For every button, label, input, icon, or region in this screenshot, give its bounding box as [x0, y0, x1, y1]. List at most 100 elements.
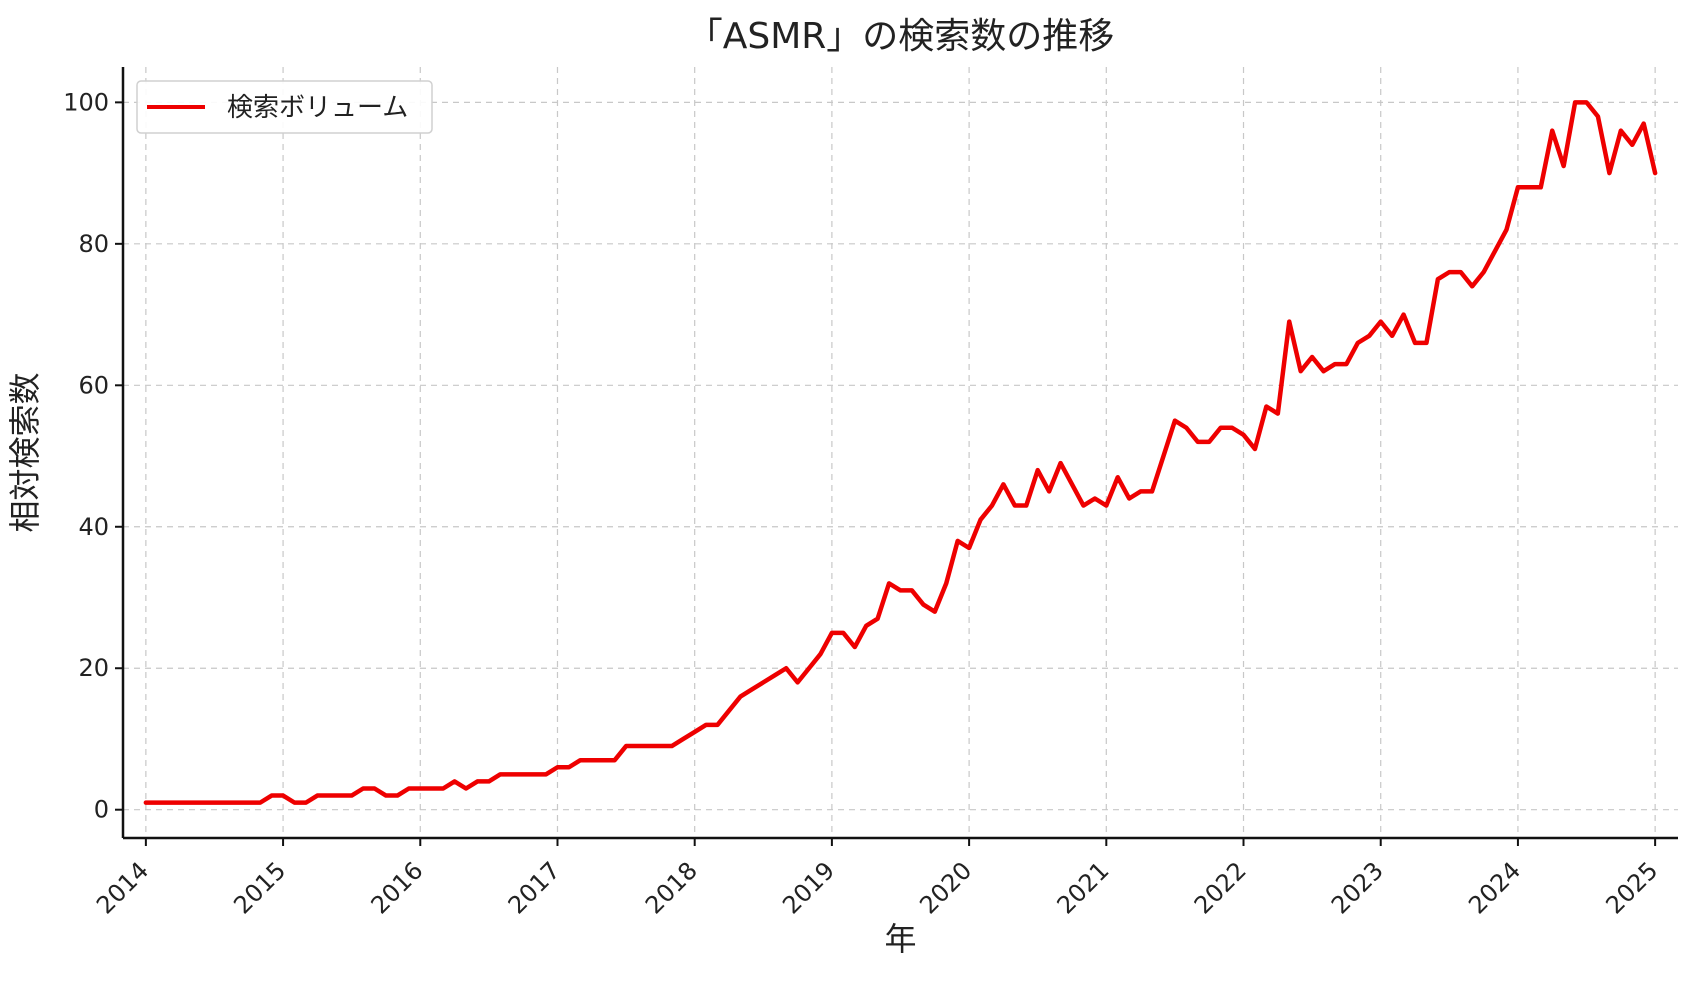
data-point	[212, 801, 216, 805]
data-point	[1527, 185, 1531, 189]
data-point	[1482, 270, 1486, 274]
data-point	[796, 680, 800, 684]
data-point	[1367, 334, 1371, 338]
data-point	[1379, 320, 1383, 324]
data-point	[1139, 489, 1143, 493]
data-point	[498, 772, 502, 776]
data-point	[258, 801, 262, 805]
data-point	[190, 801, 194, 805]
data-point	[430, 786, 434, 790]
tick-layer: 0 20 40 60 80 100 2014 2015 2016 2017 2018 2019 2020…	[63, 88, 1663, 919]
data-point	[727, 709, 731, 713]
data-point	[144, 801, 148, 805]
x-tick-label: 2019	[777, 856, 840, 919]
data-point	[201, 801, 205, 805]
data-point	[1390, 334, 1394, 338]
data-point	[899, 588, 903, 592]
data-point	[464, 786, 468, 790]
data-point	[1196, 440, 1200, 444]
data-point	[1116, 475, 1120, 479]
data-point	[304, 801, 308, 805]
data-point	[613, 758, 617, 762]
chart-title: 「ASMR」の検索数の推移	[687, 16, 1115, 57]
data-point	[1161, 454, 1165, 458]
data-point	[921, 603, 925, 607]
data-point	[1081, 504, 1085, 508]
data-point	[384, 794, 388, 798]
data-point	[693, 730, 697, 734]
data-point	[475, 779, 479, 783]
data-point	[647, 744, 651, 748]
x-tick-label: 2017	[503, 856, 566, 919]
data-point	[933, 610, 937, 614]
data-point	[876, 617, 880, 621]
data-point	[1242, 433, 1246, 437]
series-line-0	[143, 100, 1658, 805]
data-point	[555, 765, 559, 769]
data-point	[1207, 440, 1211, 444]
data-point	[887, 581, 891, 585]
data-point	[1047, 489, 1051, 493]
data-point	[1630, 143, 1634, 147]
x-tick-label: 2022	[1189, 856, 1252, 919]
data-point	[1447, 270, 1451, 274]
data-point	[1150, 489, 1154, 493]
data-point	[1276, 412, 1280, 416]
x-tick-label: 2015	[228, 856, 291, 919]
data-point	[1402, 313, 1406, 317]
data-point	[1539, 185, 1543, 189]
y-tick-label: 20	[78, 654, 109, 682]
data-point	[624, 744, 628, 748]
legend-box	[136, 80, 433, 134]
data-point	[1642, 122, 1646, 126]
x-tick-label: 2020	[914, 856, 977, 919]
data-point	[1036, 468, 1040, 472]
data-point	[1230, 426, 1234, 430]
data-point	[1562, 164, 1566, 168]
x-tick-label: 2024	[1463, 856, 1526, 919]
data-point	[1607, 171, 1611, 175]
data-point	[327, 794, 331, 798]
x-tick-label: 2021	[1052, 856, 1115, 919]
x-tick-label: 2014	[91, 856, 154, 919]
data-point	[293, 801, 297, 805]
data-point	[567, 765, 571, 769]
data-point	[750, 687, 754, 691]
y-tick-label: 80	[78, 230, 109, 258]
data-point	[910, 588, 914, 592]
data-point	[1024, 504, 1028, 508]
axes-layer	[121, 67, 1678, 840]
data-point	[1413, 341, 1417, 345]
data-point	[1596, 115, 1600, 119]
legend: 検索ボリューム	[136, 80, 433, 134]
legend-label: 検索ボリューム	[227, 93, 408, 123]
data-point	[841, 631, 845, 635]
data-point	[1516, 185, 1520, 189]
y-axis-title: 相対検索数	[6, 372, 44, 532]
data-point	[1127, 496, 1131, 500]
data-point	[178, 801, 182, 805]
data-point	[636, 744, 640, 748]
data-point	[818, 652, 822, 656]
data-point	[1070, 482, 1074, 486]
data-point	[315, 794, 319, 798]
data-point	[1573, 100, 1577, 104]
series-layer	[143, 100, 1658, 805]
data-point	[1104, 504, 1108, 508]
data-point	[1253, 447, 1257, 451]
data-point	[1013, 504, 1017, 508]
data-point	[704, 723, 708, 727]
data-point	[1264, 405, 1268, 409]
data-point	[1333, 362, 1337, 366]
data-point	[578, 758, 582, 762]
data-point	[1344, 362, 1348, 366]
data-point	[670, 744, 674, 748]
y-tick-label: 40	[78, 513, 109, 541]
y-tick-label: 100	[63, 88, 109, 116]
data-point	[681, 737, 685, 741]
x-axis-title: 年	[884, 920, 916, 958]
data-point	[1001, 482, 1005, 486]
data-point	[853, 645, 857, 649]
data-point	[864, 624, 868, 628]
